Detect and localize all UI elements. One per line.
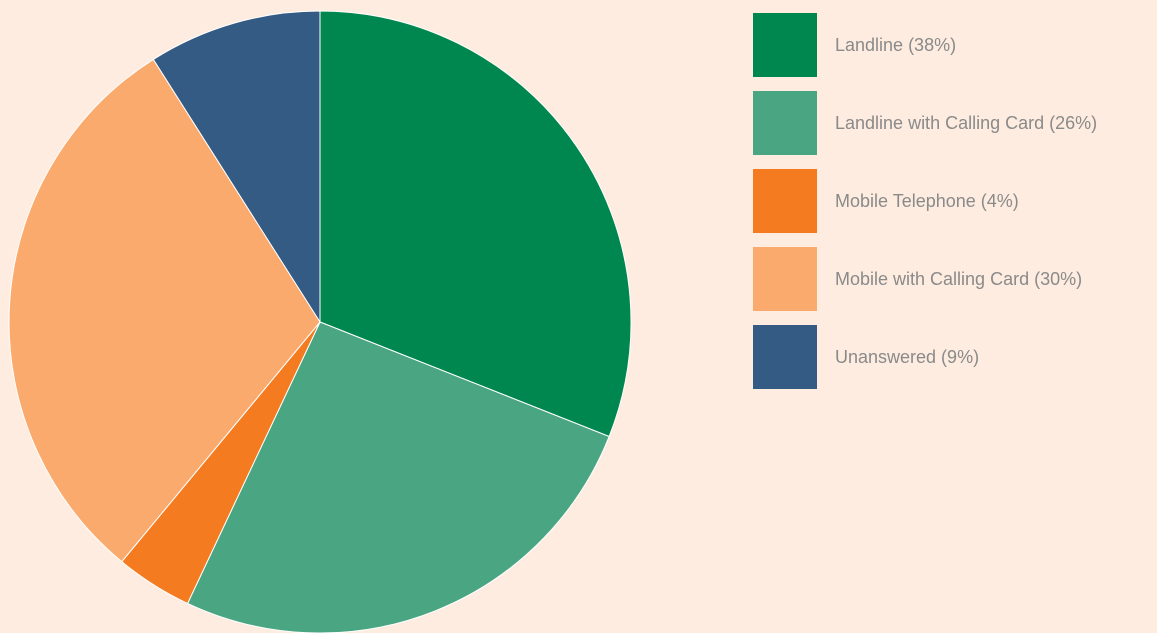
legend-swatch	[753, 325, 817, 389]
legend-swatch	[753, 13, 817, 77]
pie-slice	[152, 10, 321, 324]
pie-slice	[8, 58, 321, 563]
legend-swatch	[753, 169, 817, 233]
legend-label: Landline with Calling Card (26%)	[835, 112, 1098, 133]
legend-item: Landline (38%)	[753, 13, 1155, 77]
chart	[8, 10, 632, 633]
legend: Landline (38%) Landline with Calling Card…	[753, 13, 1155, 403]
legend-label: Landline (38%)	[835, 34, 957, 55]
legend-swatch	[753, 91, 817, 155]
pie-slice	[186, 321, 610, 633]
legend-swatch	[753, 247, 817, 311]
legend-label: Mobile with Calling Card (30%)	[835, 268, 1083, 289]
legend-item: Mobile with Calling Card (30%)	[753, 247, 1155, 311]
legend-item: Landline with Calling Card (26%)	[753, 91, 1155, 155]
pie-slice	[319, 10, 632, 438]
legend-label: Mobile Telephone (4%)	[835, 190, 1019, 211]
legend-label: Unanswered (9%)	[835, 346, 980, 367]
legend-item: Mobile Telephone (4%)	[753, 169, 1155, 233]
legend-item: Unanswered (9%)	[753, 325, 1155, 389]
